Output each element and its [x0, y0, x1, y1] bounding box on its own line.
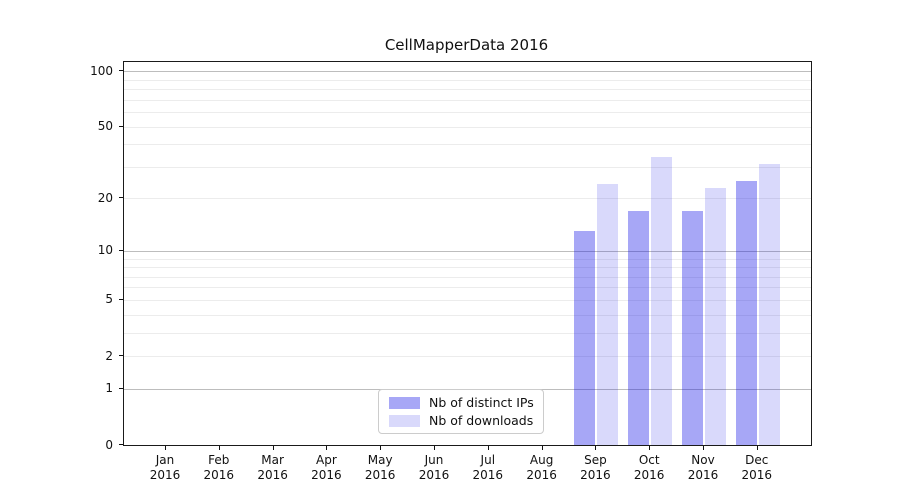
bar-nov-downloads [705, 187, 726, 445]
y-tick-label-1: 1 [105, 381, 113, 396]
y-tick-label-5: 5 [105, 292, 113, 307]
y-tick-mark-1 [119, 387, 123, 389]
x-tick-label-apr: Apr 2016 [311, 453, 342, 482]
x-tick-label-mar: Mar 2016 [257, 453, 288, 482]
y-tick-label-10: 10 [97, 243, 113, 258]
gridline-100 [124, 71, 811, 73]
bar-dec-distinct-ips [735, 181, 757, 445]
x-tick-label-jun: Jun 2016 [418, 453, 450, 482]
bar-nov-distinct-ips [682, 210, 703, 445]
gridline-3 [124, 332, 811, 334]
y-tick-mark-20 [119, 197, 123, 199]
x-tick-mark-jun [434, 446, 435, 450]
gridline-30 [124, 166, 811, 168]
gridline-9 [124, 258, 811, 260]
x-tick-label-feb: Feb 2016 [203, 453, 235, 482]
gridline-4 [124, 314, 811, 316]
chart-title: CellMapperData 2016 [384, 36, 549, 54]
gridline-50 [124, 126, 811, 128]
y-tick-mark-100 [119, 70, 123, 72]
legend-label-distinct-ips: Nb of distinct IPs [429, 395, 534, 410]
gridline-6 [124, 287, 811, 289]
x-tick-label-jan: Jan 2016 [149, 453, 181, 482]
gridline-20 [124, 198, 811, 200]
x-tick-mark-may [380, 446, 382, 450]
gridline-5 [124, 299, 811, 301]
gridline-7 [124, 276, 811, 278]
x-tick-label-may: May 2016 [364, 453, 396, 482]
x-tick-mark-sep [595, 446, 597, 450]
y-tick-label-2: 2 [105, 348, 113, 363]
bar-sep-downloads [597, 184, 619, 445]
x-tick-label-jul: Jul 2016 [472, 453, 504, 482]
x-tick-mark-dec [756, 446, 758, 450]
plot-area: Nb of distinct IPs Nb of downloads [123, 61, 812, 446]
y-tick-mark-2 [119, 355, 123, 356]
gridline-70 [124, 99, 811, 101]
bar-dec-downloads [758, 164, 780, 445]
legend-swatch-distinct-ips [389, 396, 420, 409]
bar-sep-distinct-ips [574, 231, 596, 445]
legend-label-downloads: Nb of downloads [429, 413, 534, 428]
x-tick-label-nov: Nov 2016 [687, 453, 719, 482]
x-tick-label-oct: Oct 2016 [633, 453, 665, 482]
x-tick-label-dec: Dec 2016 [741, 453, 773, 482]
x-tick-mark-aug [541, 446, 543, 450]
legend-entry-distinct-ips: Nb of distinct IPs [379, 395, 543, 410]
x-tick-mark-jan [165, 446, 166, 450]
gridline-90 [124, 79, 811, 81]
legend-entry-downloads: Nb of downloads [379, 413, 543, 428]
x-tick-mark-mar [272, 446, 274, 450]
y-tick-mark-0 [119, 444, 123, 445]
gridline-40 [124, 144, 811, 146]
gridline-10 [124, 250, 811, 252]
y-tick-label-20: 20 [97, 190, 113, 205]
bar-oct-downloads [651, 157, 673, 445]
x-tick-mark-oct [649, 446, 651, 450]
x-tick-mark-jul [487, 446, 489, 450]
gridline-60 [124, 111, 811, 113]
bar-oct-distinct-ips [628, 210, 650, 445]
x-tick-label-sep: Sep 2016 [580, 453, 611, 482]
gridline-2 [124, 356, 811, 357]
y-tick-mark-5 [119, 298, 123, 300]
gridline-80 [124, 89, 811, 90]
y-tick-label-50: 50 [97, 119, 113, 133]
gridline-8 [124, 267, 811, 268]
x-tick-label-aug: Aug 2016 [526, 453, 557, 482]
y-tick-mark-50 [119, 125, 123, 127]
legend-swatch-downloads [389, 414, 420, 427]
y-tick-label-100: 100 [90, 63, 113, 78]
x-tick-mark-apr [326, 446, 328, 450]
bars-layer [124, 62, 811, 445]
legend: Nb of distinct IPs Nb of downloads [378, 389, 544, 434]
y-tick-label-0: 0 [105, 437, 113, 452]
x-tick-mark-nov [703, 446, 704, 450]
x-tick-mark-feb [218, 446, 220, 450]
y-tick-mark-10 [119, 249, 123, 251]
